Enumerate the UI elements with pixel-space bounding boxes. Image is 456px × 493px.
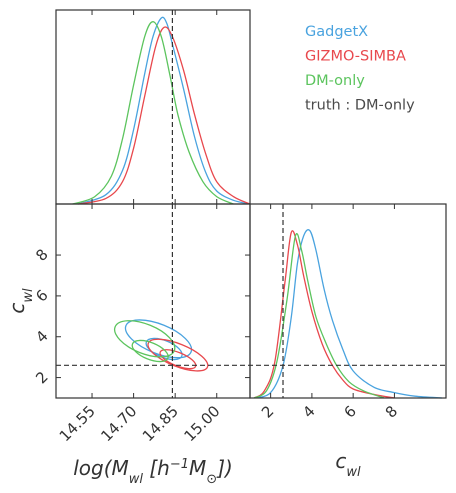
tick-label-cwl-y: 8 (32, 245, 51, 264)
contour-outer-gizmo-simba (147, 338, 209, 372)
frames-layer (55, 9, 447, 399)
legend-entry-dm-only: DM-only (305, 73, 365, 89)
tick-label-cwl-x: 4 (299, 402, 318, 421)
curves-layer (72, 16, 442, 399)
tick-label-cwl-x: 6 (341, 402, 360, 421)
tick-label-logm: 15.00 (180, 402, 223, 445)
marginal-cwl-dm-only (253, 233, 385, 399)
legend: GadgetX GIZMO-SIMBA DM-only truth : DM-only (305, 24, 415, 114)
contour-inner-dm-only (131, 339, 169, 363)
panel-frame-tl (55, 9, 251, 205)
tick-label-cwl-y: 2 (32, 368, 51, 387)
tick-label-cwl-x: 8 (382, 402, 401, 421)
contour-inner-gizmo-simba (159, 349, 197, 370)
tick-label-cwl-y: 4 (32, 327, 51, 346)
panel-frame-bl (55, 203, 251, 399)
marginal-cwl-gizmo-simba (253, 230, 395, 399)
legend-entry-gadgetx: GadgetX (305, 24, 368, 40)
contour-outer-dm-only (113, 320, 176, 358)
marginal-cwl-gadgetx (253, 229, 442, 399)
tick-label-logm: 14.85 (139, 402, 182, 445)
marginal-logm-gizmo-simba (78, 26, 251, 205)
x-axis-label-cwl: cwl (335, 449, 361, 480)
marginal-logm-dm-only (72, 21, 234, 205)
tick-label-logm: 14.70 (97, 402, 140, 445)
legend-truth: truth : DM-only (305, 98, 415, 114)
panel-frame-br (249, 203, 447, 399)
tick-label-cwl-x: 2 (258, 402, 277, 421)
ticks-layer (56, 10, 395, 398)
legend-entry-gizmo-simba: GIZMO-SIMBA (305, 49, 406, 65)
marginal-logm-gadgetx (77, 16, 251, 205)
x-axis-label-logm: log(Mwl [h−1M⊙]) (73, 456, 233, 487)
y-axis-label-cwl: cwl (5, 288, 36, 314)
tick-label-logm: 14.55 (56, 402, 99, 445)
